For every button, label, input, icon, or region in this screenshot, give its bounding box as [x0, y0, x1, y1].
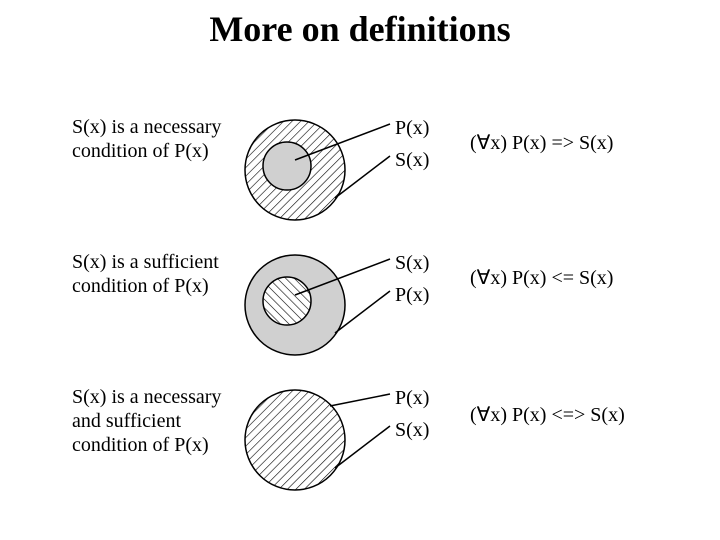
inner-circle: [263, 142, 311, 190]
outer-circle: [245, 390, 345, 490]
label-top: P(x): [395, 388, 429, 408]
formula: (∀x) P(x) <= S(x): [470, 265, 690, 290]
leader-line-top: [330, 394, 390, 406]
row-desc: S(x) is a necessary and sufficient condi…: [72, 385, 232, 457]
inner-circle: [263, 277, 311, 325]
label-bottom: S(x): [395, 420, 429, 440]
label-bottom: S(x): [395, 150, 429, 170]
diagram-necessary: [235, 110, 365, 230]
formula: (∀x) P(x) => S(x): [470, 130, 690, 155]
slide-title: More on definitions: [0, 8, 720, 50]
formula: (∀x) P(x) <=> S(x): [470, 402, 690, 427]
row-desc: S(x) is a sufficient condition of P(x): [72, 250, 232, 298]
row-desc: S(x) is a necessary condition of P(x): [72, 115, 232, 163]
label-top: S(x): [395, 253, 429, 273]
label-bottom: P(x): [395, 285, 429, 305]
diagram-iff: [235, 380, 365, 500]
diagram-sufficient: [235, 245, 365, 365]
label-top: P(x): [395, 118, 429, 138]
